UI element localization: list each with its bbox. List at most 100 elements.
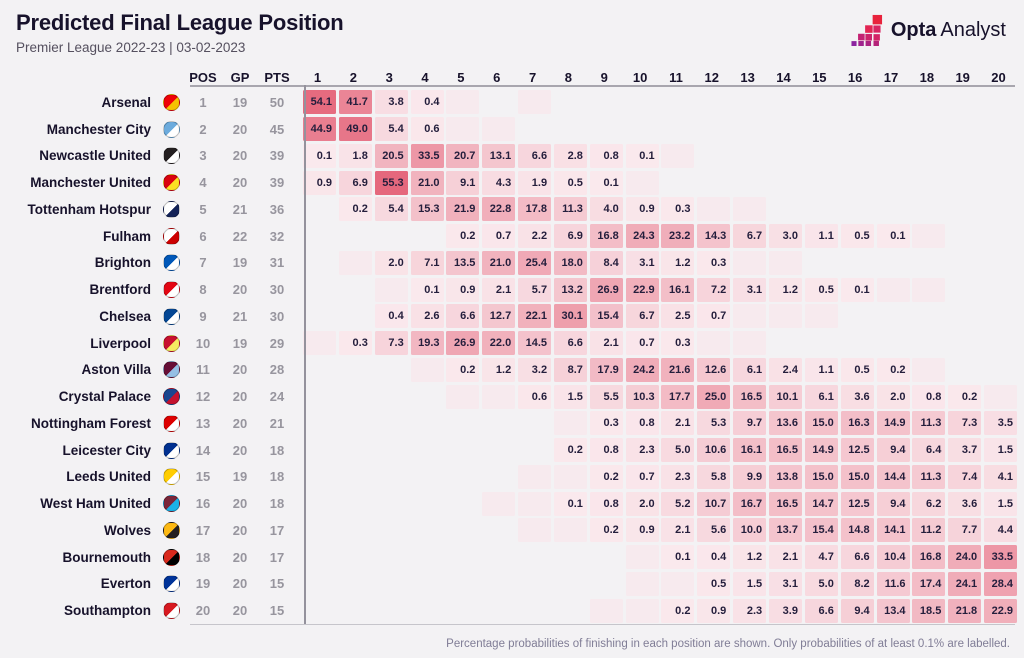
prob-cell [375, 545, 408, 569]
gp-value: 22 [232, 228, 248, 244]
position-column-header: 11 [669, 70, 683, 85]
gp-value: 20 [232, 496, 248, 512]
prob-cell [446, 90, 480, 115]
prob-cell [697, 90, 730, 114]
prob-cell: 19.3 [410, 331, 444, 356]
prob-cell: 49.0 [338, 117, 372, 142]
prob-cell: 0.8 [625, 411, 659, 436]
gp-value: 20 [232, 121, 248, 137]
prob-cell [590, 545, 623, 569]
pts-value: 21 [269, 415, 285, 431]
prob-cell: 15.4 [804, 518, 838, 543]
position-column-header: 8 [564, 70, 573, 85]
prob-cell [805, 197, 838, 221]
position-column-headers: 1 2 3 4 5 6 7 8 9 10 11 12 13 14 15 16 17 18 19 20 [296, 70, 1015, 85]
prob-cell: 24.2 [625, 357, 659, 382]
prob-cell [411, 545, 444, 569]
prob-cell: 3.7 [948, 438, 982, 463]
prob-cell [769, 144, 802, 168]
probability-strip: 0.2 5.4 15.3 21.9 22.8 17.8 11.3 4.0 0.9 0.3 [298, 197, 1017, 222]
prob-cell: 5.0 [661, 438, 695, 463]
table-row: Newcastle United 3 20 39 0.1 1.8 20.5 33.5 20.7 1… [8, 143, 1024, 170]
table-row: Bournemouth 18 20 17 0.1 0.4 1.2 2.1 4.7 6.6 10.4 1… [8, 544, 1024, 571]
prob-cell: 0.2 [553, 438, 587, 463]
prob-cell [912, 357, 946, 382]
prob-cell [984, 90, 1017, 114]
pts-value: 28 [269, 362, 285, 378]
table-row: Brighton 7 19 31 2.0 7.1 13.5 21.0 25.4 18.0 8.4 3.… [8, 250, 1024, 277]
team-crest-icon [162, 307, 180, 325]
position-column-header: 6 [493, 70, 501, 85]
prob-cell: 0.3 [697, 250, 731, 275]
team-name: Nottingham Forest [31, 415, 151, 431]
brand-name: Opta Analyst [891, 19, 1006, 42]
prob-cell [339, 518, 372, 542]
prob-cell [948, 358, 981, 382]
prob-cell [303, 224, 336, 248]
prob-cell [338, 250, 372, 275]
prob-cell [554, 599, 587, 623]
prob-cell: 16.1 [733, 438, 767, 463]
pts-value: 30 [269, 308, 285, 324]
team-crest-cell [158, 495, 184, 513]
team-name: Arsenal [101, 94, 151, 110]
pos-value: 12 [195, 389, 211, 405]
prob-cell [912, 90, 945, 114]
prob-cell: 13.4 [876, 598, 910, 623]
prob-cell [554, 117, 587, 141]
prob-cell [768, 250, 802, 275]
prob-cell: 33.5 [410, 143, 444, 168]
pos-value: 11 [196, 362, 210, 378]
pos-value: 15 [195, 469, 211, 485]
prob-cell: 12.6 [697, 357, 731, 382]
prob-cell [518, 545, 551, 569]
prob-cell [482, 465, 515, 489]
team-crest-cell [158, 200, 184, 218]
prob-cell [626, 117, 659, 141]
table-row: Leicester City 14 20 18 0.2 0.8 2.3 5.0 10.6 16.1… [8, 437, 1024, 464]
prob-cell: 13.5 [446, 250, 480, 275]
team-name: Manchester City [46, 121, 151, 137]
prob-cell [912, 304, 945, 328]
prob-cell [482, 518, 515, 542]
brand-logo: Opta Analyst [851, 14, 1006, 46]
prob-cell: 14.5 [518, 331, 552, 356]
team-crest-icon [162, 281, 180, 299]
pts-value: 32 [269, 228, 285, 244]
prob-cell: 26.9 [446, 331, 480, 356]
prob-cell [446, 438, 479, 462]
position-column-header: 2 [349, 70, 357, 85]
team-name: Liverpool [90, 335, 151, 351]
prob-cell [948, 171, 981, 195]
prob-cell [805, 251, 838, 275]
prob-cell: 6.4 [912, 438, 946, 463]
team-crest-icon [162, 602, 180, 620]
prob-cell: 0.1 [876, 224, 910, 249]
pts-value: 50 [269, 94, 285, 110]
probability-strip: 0.2 0.9 2.1 5.6 10.0 13.7 15.4 14.8 14.1 11.2 7.7 4… [298, 518, 1018, 543]
prob-cell [339, 224, 372, 248]
prob-cell [877, 117, 910, 141]
prob-cell: 1.8 [338, 143, 372, 168]
prob-cell: 0.9 [697, 598, 731, 623]
prob-cell: 5.4 [374, 197, 408, 222]
position-column-header: 7 [528, 70, 537, 85]
probability-strip: 44.9 49.0 5.4 0.6 [298, 117, 1017, 142]
prob-cell: 6.7 [733, 224, 767, 249]
prob-cell: 22.1 [518, 304, 552, 329]
table-row: Fulham 6 22 32 0.2 0.7 2.2 6.9 16.8 24.3 23.2 14.3 6… [8, 223, 1024, 250]
team-crest-cell [158, 468, 184, 486]
prob-cell [877, 90, 910, 114]
prob-cell: 16.8 [589, 224, 623, 249]
prob-cell [446, 465, 479, 489]
prob-cell: 13.6 [768, 411, 802, 436]
prob-cell: 7.3 [374, 331, 408, 356]
prob-cell: 3.9 [768, 598, 802, 623]
team-crest-cell [158, 388, 184, 406]
gp-value: 21 [232, 308, 248, 324]
prob-cell [733, 144, 766, 168]
prob-cell: 0.9 [446, 277, 480, 302]
prob-cell: 0.2 [661, 598, 695, 623]
prob-cell: 0.3 [338, 331, 372, 356]
